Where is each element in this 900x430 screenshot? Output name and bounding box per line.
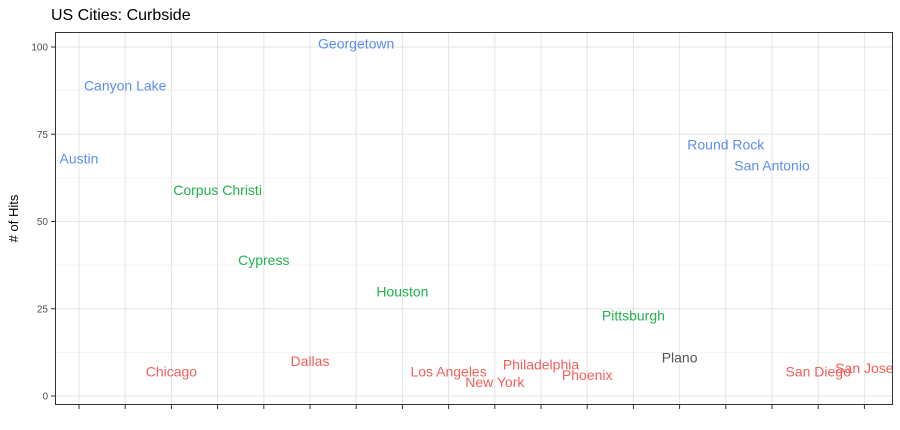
chart-title: US Cities: Curbside xyxy=(51,7,191,24)
city-label: Pittsburgh xyxy=(602,308,665,324)
y-tick-label: 50 xyxy=(37,217,49,228)
city-label: Los Angeles xyxy=(410,364,486,380)
axes: 0 25 50 75 100 xyxy=(31,43,865,409)
city-label: Corpus Christi xyxy=(173,182,262,198)
city-label: San Antonio xyxy=(734,158,810,174)
y-tick-label: 100 xyxy=(31,43,48,54)
city-label: Austin xyxy=(60,151,99,167)
city-label: Phoenix xyxy=(562,367,613,383)
y-tick-label: 75 xyxy=(37,130,49,141)
y-axis-title: # of Hits xyxy=(6,194,21,242)
city-label: Philadelphia xyxy=(503,357,579,373)
grid-lines xyxy=(55,32,893,405)
city-label: New York xyxy=(465,374,525,390)
city-labels: Austin Canyon Lake Chicago Corpus Christi Cy… xyxy=(60,36,894,391)
plot-panel xyxy=(55,32,893,405)
city-label: Plano xyxy=(662,350,698,366)
y-tick-label: 25 xyxy=(37,304,49,315)
plot-border xyxy=(55,32,893,405)
city-label: San Diego xyxy=(786,364,852,380)
city-label: Round Rock xyxy=(687,137,765,153)
city-label: Chicago xyxy=(146,364,198,380)
y-tick-label: 0 xyxy=(42,392,48,403)
city-label: Cypress xyxy=(238,252,289,268)
city-label: Houston xyxy=(376,283,428,299)
city-label: Canyon Lake xyxy=(84,77,167,93)
city-label: Dallas xyxy=(291,353,330,369)
city-label: Georgetown xyxy=(318,36,394,52)
city-label: San Jose xyxy=(835,360,894,376)
